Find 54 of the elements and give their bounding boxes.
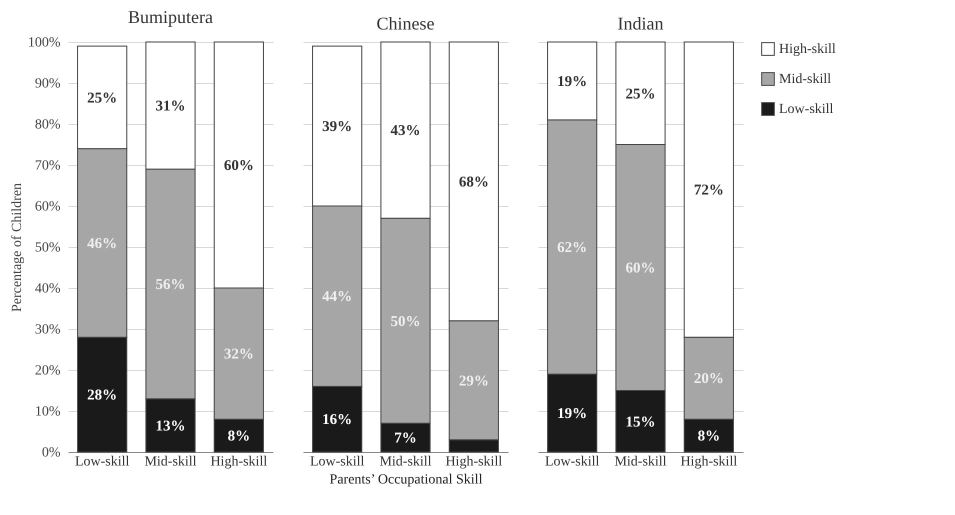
y-tick-label: 20% [34, 364, 61, 378]
data-label: 7% [394, 430, 417, 447]
data-label: 25% [626, 86, 656, 102]
x-tick-label: Mid-skill [144, 454, 197, 470]
y-tick-label: 80% [34, 118, 61, 132]
x-tick-label: High-skill [680, 454, 738, 470]
data-label: 32% [224, 346, 254, 363]
x-tick-label: Mid-skill [379, 454, 432, 470]
data-label: 31% [156, 98, 186, 115]
y-tick-label: 90% [34, 76, 61, 92]
y-axis-title: Percentage of Children [10, 182, 25, 312]
y-tick-label: 60% [34, 200, 61, 214]
data-label: 56% [156, 276, 186, 293]
chart-title: Indian [618, 14, 664, 34]
data-label: 68% [458, 174, 489, 190]
data-label: 39% [322, 119, 352, 136]
chart-title: Bumiputera [128, 7, 213, 27]
data-label: 8% [698, 428, 720, 445]
data-label: 19% [557, 406, 588, 422]
y-tick-label: 30% [34, 322, 61, 338]
y-tick-label: 100% [28, 36, 61, 50]
y-tick-label: 40% [34, 282, 61, 296]
y-tick-label: 0% [42, 446, 61, 460]
data-label: 15% [626, 414, 656, 430]
x-axis-title: Parents’ Occupational Skill [330, 472, 483, 488]
data-label: 72% [694, 182, 724, 199]
data-label: 19% [557, 74, 588, 90]
y-tick-label: 50% [34, 240, 61, 256]
data-label: 44% [322, 289, 352, 306]
x-tick-label: Low-skill [310, 454, 364, 470]
legend-label: High-skill [779, 42, 836, 57]
legend-label: Mid-skill [779, 72, 832, 87]
data-label: 20% [694, 371, 724, 388]
chart-title: Chinese [376, 14, 434, 34]
data-label: 46% [87, 236, 118, 252]
x-tick-label: High-skill [445, 454, 502, 470]
data-label: 25% [87, 90, 118, 106]
data-label: 43% [390, 123, 420, 140]
x-tick-label: Low-skill [544, 454, 600, 470]
x-tick-label: High-skill [210, 454, 268, 470]
data-label: 60% [224, 158, 254, 174]
data-label: 16% [322, 412, 352, 428]
data-label: 50% [390, 314, 420, 330]
data-label: 8% [228, 428, 250, 445]
x-tick-label: Mid-skill [614, 454, 667, 470]
data-label: 62% [557, 240, 588, 256]
data-label: 29% [458, 373, 489, 390]
data-label: 60% [626, 260, 656, 276]
legend-label: Low-skill [779, 102, 834, 117]
y-tick-label: 70% [34, 158, 61, 174]
y-tick-label: 10% [34, 404, 61, 420]
data-label: 13% [156, 418, 186, 434]
data-label: 28% [87, 388, 118, 404]
x-tick-label: Low-skill [74, 454, 130, 470]
